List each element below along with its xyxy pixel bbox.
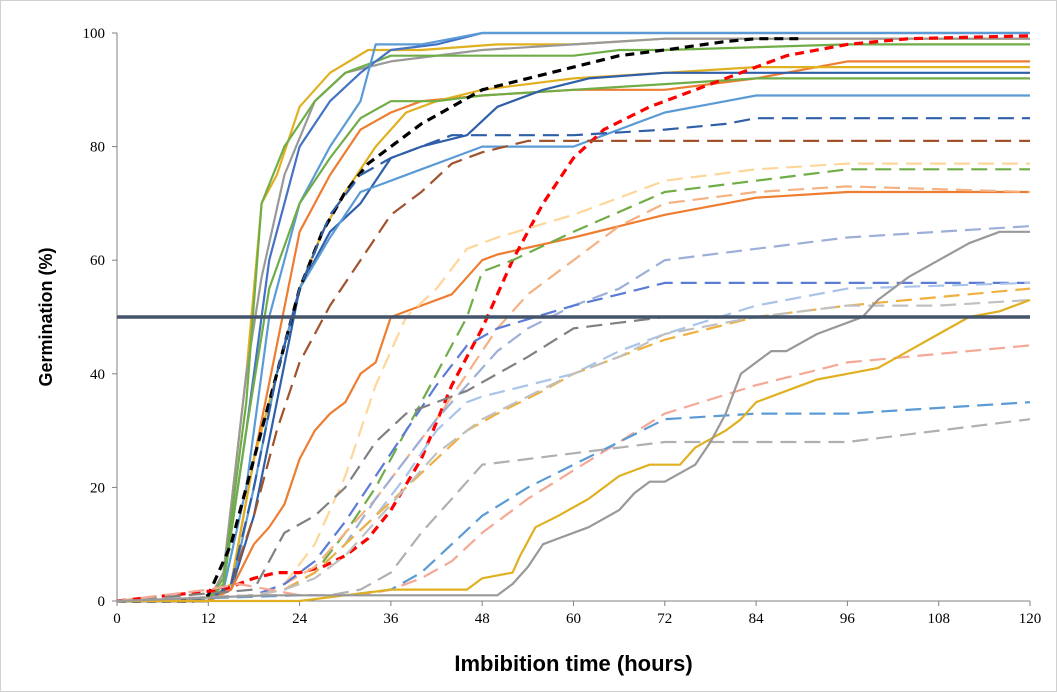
series-line-13 (116, 34, 1031, 603)
series-line-29 (116, 230, 1030, 603)
series-line-23 (116, 287, 1031, 603)
y-tick-label: 80 (90, 140, 105, 156)
x-tick-label: 72 (657, 611, 672, 627)
y-tick-label: 40 (90, 367, 105, 383)
series-line-15 (117, 117, 1030, 603)
x-tick-label: 120 (1019, 611, 1042, 627)
x-tick-label: 96 (840, 611, 856, 627)
series-line-12 (117, 37, 802, 603)
tick-labels: 0 12 24 36 48 60 72 84 96 108 120 0 20 40 60 80 100 (83, 26, 1042, 627)
series-line-16 (116, 162, 1030, 603)
series-line-11 (117, 190, 1030, 603)
series-line-17 (116, 168, 1030, 603)
series-line-24 (116, 298, 1031, 603)
x-axis-title: Imbibition time (hours) (454, 651, 692, 676)
y-tick-label: 20 (90, 480, 105, 496)
series-line-22 (116, 281, 1031, 603)
series-line-20 (116, 281, 1030, 603)
series-line-8 (117, 77, 1030, 603)
series-line-3 (117, 43, 1030, 603)
series-line-28 (117, 298, 1031, 603)
x-tick-label: 24 (292, 611, 308, 627)
series-line-7 (117, 66, 1030, 603)
x-tick-label: 60 (566, 611, 581, 627)
x-tick-label: 0 (113, 611, 121, 627)
series-layer (116, 31, 1031, 603)
series-line-26 (116, 401, 1031, 603)
x-tick-label: 12 (201, 611, 216, 627)
y-tick-label: 100 (83, 26, 106, 42)
series-line-9 (117, 71, 1030, 603)
series-line-25 (116, 344, 1031, 603)
x-tick-label: 48 (475, 611, 490, 627)
x-tick-label: 108 (927, 611, 950, 627)
y-tick-label: 60 (90, 253, 105, 269)
series-line-19 (116, 225, 1031, 603)
series-line-10 (117, 94, 1030, 603)
series-line-18 (116, 185, 1031, 603)
series-line-21 (116, 315, 1030, 603)
y-tick-label: 0 (98, 594, 106, 610)
x-tick-label: 36 (383, 611, 399, 627)
x-tick-label: 84 (749, 611, 765, 627)
y-axis-title: Germination (%) (36, 247, 56, 386)
